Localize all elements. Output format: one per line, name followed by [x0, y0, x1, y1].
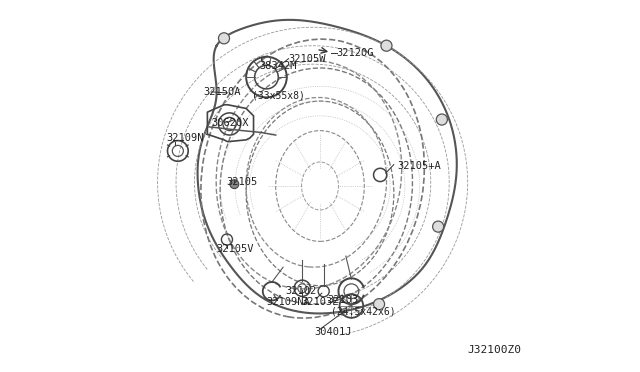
Text: 32105V: 32105V	[216, 244, 254, 254]
Text: 32105: 32105	[226, 177, 257, 187]
Text: 30401J: 30401J	[314, 327, 352, 337]
Text: 38342M: 38342M	[259, 61, 296, 71]
Text: 32120G: 32120G	[337, 48, 374, 58]
Text: 32150A: 32150A	[204, 87, 241, 97]
Circle shape	[218, 33, 230, 44]
Text: 32105W: 32105W	[289, 54, 326, 64]
Circle shape	[433, 221, 444, 232]
Circle shape	[381, 40, 392, 51]
Text: 32103: 32103	[328, 295, 358, 305]
Circle shape	[436, 114, 447, 125]
Text: 30620X: 30620X	[211, 118, 248, 128]
Text: 32102: 32102	[285, 286, 316, 296]
Circle shape	[230, 180, 239, 189]
Text: 32103E: 32103E	[301, 297, 339, 307]
Text: 32109NA: 32109NA	[266, 297, 310, 307]
Text: (33x55x8): (33x55x8)	[252, 90, 305, 100]
Text: (24.5x42x6): (24.5x42x6)	[331, 307, 396, 317]
Circle shape	[374, 299, 385, 310]
Text: 32105+A: 32105+A	[397, 161, 442, 171]
Text: 32109N: 32109N	[167, 133, 204, 143]
Text: J32100Z0: J32100Z0	[468, 345, 522, 355]
